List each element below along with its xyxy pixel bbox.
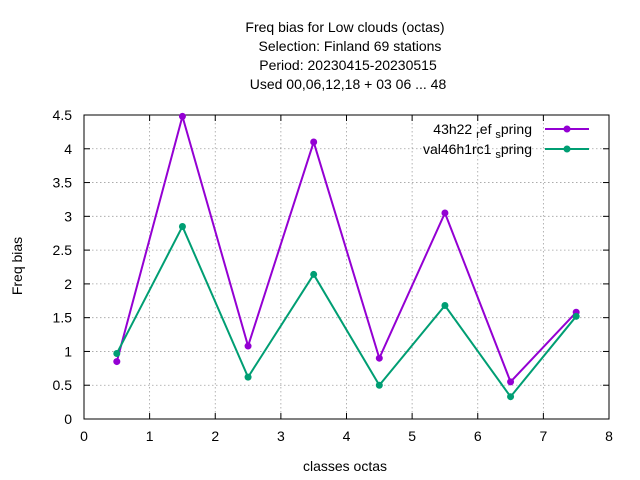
x-tick-label: 2 <box>211 428 219 444</box>
title-line-3: Period: 20230415-20230515 <box>259 57 437 73</box>
legend-marker-1 <box>563 125 571 133</box>
grid <box>84 115 609 419</box>
chart-title: Freq bias for Low clouds (octas) Selecti… <box>245 19 446 92</box>
y-tick-label: 3.5 <box>53 175 73 191</box>
y-tick-label: 1 <box>64 343 72 359</box>
x-tick-label: 1 <box>146 428 154 444</box>
data-point <box>113 358 121 366</box>
x-tick-label: 7 <box>539 428 547 444</box>
x-axis-label: classes octas <box>303 458 387 474</box>
series-line-1 <box>115 112 577 384</box>
data-point <box>113 349 121 357</box>
title-line-2: Selection: Finland 69 stations <box>259 38 442 54</box>
y-tick-label: 3 <box>64 208 72 224</box>
y-tick-label: 1.5 <box>53 310 73 326</box>
data-point <box>310 270 318 278</box>
y-tick-label: 4.5 <box>53 107 73 123</box>
data-point <box>178 112 186 120</box>
legend-marker-2 <box>563 145 571 153</box>
y-tick-label: 2.5 <box>53 242 73 258</box>
title-line-4: Used 00,06,12,18 + 03 06 ... 48 <box>250 76 447 92</box>
y-axis-label: Freq bias <box>9 237 25 295</box>
x-tick-label: 5 <box>408 428 416 444</box>
x-tick-label: 0 <box>80 428 88 444</box>
data-point <box>244 342 252 350</box>
x-tick-label: 6 <box>474 428 482 444</box>
data-point <box>572 312 580 320</box>
data-point <box>310 138 318 146</box>
data-point <box>441 209 449 217</box>
y-tick-label: 2 <box>64 276 72 292</box>
x-tick-label: 3 <box>277 428 285 444</box>
y-tick-label: 0.5 <box>53 377 73 393</box>
legend-label-2: val46h1rc1 spring <box>423 141 532 161</box>
series-line-2 <box>115 224 577 399</box>
data-point <box>507 378 515 386</box>
tick-labels: 0 0.5 1 1.5 2 2.5 3 3.5 4 4.5 0 1 2 3 4 5 6 7 8 <box>53 107 614 444</box>
data-point <box>178 222 186 230</box>
plot-border <box>83 114 610 420</box>
series-layer <box>113 112 580 401</box>
data-point <box>441 302 449 310</box>
y-tick-label: 4 <box>64 141 72 157</box>
axes <box>83 114 610 420</box>
x-tick-label: 4 <box>343 428 351 444</box>
data-point <box>375 354 383 362</box>
legend-label-1: 43h22 ref spring <box>433 121 532 141</box>
x-tick-label: 8 <box>605 428 613 444</box>
data-point <box>375 381 383 389</box>
data-point <box>507 393 515 401</box>
y-tick-label: 0 <box>64 411 72 427</box>
data-point <box>244 373 252 381</box>
title-line-1: Freq bias for Low clouds (octas) <box>245 19 444 35</box>
